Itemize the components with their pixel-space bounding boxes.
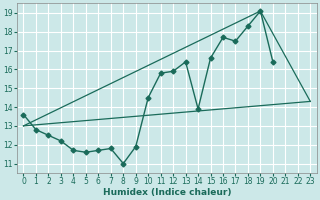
X-axis label: Humidex (Indice chaleur): Humidex (Indice chaleur) bbox=[103, 188, 231, 197]
